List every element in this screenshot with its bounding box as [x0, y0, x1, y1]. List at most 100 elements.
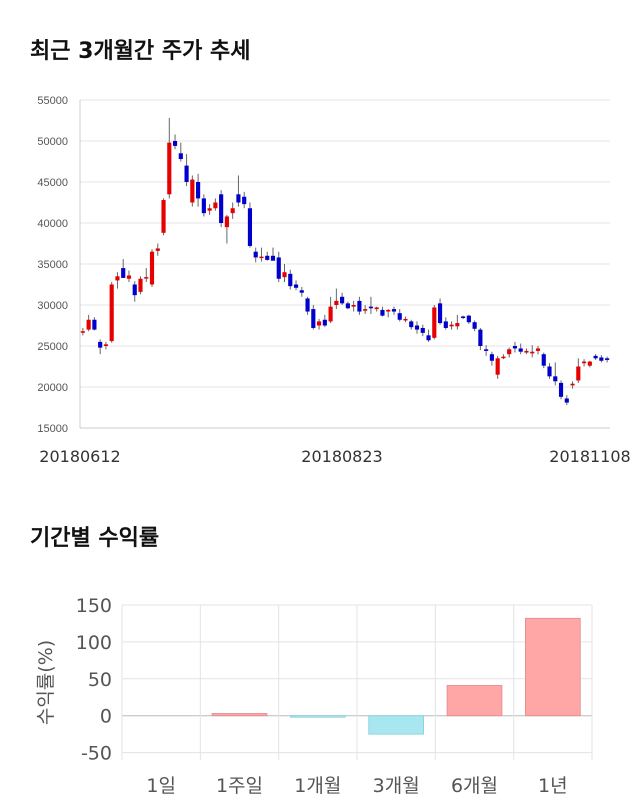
candle-body — [172, 141, 178, 146]
return-bar — [211, 713, 268, 717]
y-tick-label: 20000 — [37, 382, 68, 394]
y-tick-label: 30000 — [37, 300, 68, 312]
candle-body — [582, 361, 587, 364]
candle-body — [414, 325, 420, 330]
candle-body — [149, 251, 155, 285]
candle-body — [322, 319, 327, 326]
candle-body — [190, 179, 195, 203]
return-bar — [290, 715, 346, 718]
candle-body — [420, 327, 425, 333]
return-bar-chart: -50 0 50 100 150 1일 1주일 1개월 3개월 6개월 1년 수익률(%) — [35, 595, 593, 797]
candle-body — [432, 307, 437, 338]
candle-body — [92, 319, 97, 330]
candle-body — [397, 313, 402, 320]
candle-body — [443, 321, 448, 328]
candle-body — [461, 316, 466, 318]
candle-body — [184, 165, 189, 182]
candle-body — [380, 309, 385, 316]
candle-body — [368, 306, 373, 309]
stock-trend-title: 최근 3개월간 주가 추세 — [30, 39, 251, 64]
candle-body — [305, 298, 310, 312]
candle-body — [345, 303, 350, 309]
candle-body — [259, 256, 264, 259]
y-axis-label: 수익률(%) — [35, 640, 57, 725]
candle-body — [524, 350, 529, 353]
candle-body — [599, 357, 604, 361]
y-tick-label: -50 — [81, 743, 112, 765]
candle-body — [86, 319, 91, 330]
x-category-label: 3개월 — [373, 775, 420, 797]
return-bar — [368, 715, 424, 735]
candle-body — [196, 182, 201, 199]
candle-body — [363, 309, 368, 311]
candle-body — [121, 268, 126, 278]
candle-body — [535, 348, 541, 351]
return-bar — [446, 685, 503, 717]
candle-body — [80, 331, 85, 333]
candle-body — [219, 194, 224, 223]
candle-body — [530, 351, 535, 354]
y-tick-label: 40000 — [37, 218, 68, 230]
candle-body — [98, 341, 103, 348]
candle-body — [386, 309, 391, 312]
candle-body — [605, 358, 610, 360]
period-return-title: 기간별 수익률 — [30, 526, 160, 551]
y-tick-label: 100 — [76, 632, 112, 654]
candle-body — [328, 306, 333, 322]
y-tick-label: 50000 — [37, 136, 68, 148]
candle-body — [593, 355, 598, 359]
x-category-label: 1년 — [538, 775, 568, 797]
candle-body — [230, 208, 235, 214]
y-tick-label: 50 — [88, 669, 112, 691]
candle-body — [334, 300, 339, 305]
candle-body — [512, 346, 518, 349]
candle-body — [167, 142, 172, 195]
candle-body — [276, 257, 281, 279]
candle-body — [455, 323, 460, 327]
candle-body — [570, 383, 575, 386]
candle-body — [587, 361, 592, 366]
candle-body — [340, 296, 345, 304]
candle-body — [103, 344, 108, 346]
y-tick-label: 35000 — [37, 259, 68, 271]
candle-body — [507, 349, 512, 355]
candle-body — [466, 315, 471, 323]
candle-body — [311, 309, 316, 328]
candle-body — [161, 200, 166, 233]
candle-body — [265, 255, 270, 260]
candle-body — [409, 321, 414, 328]
candle-body — [132, 284, 137, 296]
y-tick-label: 25000 — [37, 341, 68, 353]
candle-body — [472, 322, 477, 329]
candle-body — [357, 300, 362, 312]
candle-body — [495, 358, 500, 375]
candle-body — [299, 290, 304, 293]
candle-body — [224, 216, 229, 228]
candle-body — [489, 354, 494, 361]
candle-body — [541, 354, 546, 366]
candle-body — [518, 348, 523, 352]
candle-body — [351, 305, 356, 307]
candle-body — [449, 324, 454, 327]
candle-body — [138, 278, 143, 292]
candle-body — [576, 366, 581, 381]
candle-body — [109, 284, 114, 342]
x-category-label: 6개월 — [451, 775, 498, 797]
candle-body — [403, 318, 408, 321]
candle-body — [253, 251, 258, 258]
x-category-label: 1개월 — [294, 775, 341, 797]
candle-body — [553, 376, 558, 382]
candle-body — [484, 349, 489, 351]
candle-body — [178, 153, 183, 160]
candle-body — [213, 202, 218, 209]
y-tick-label: 150 — [76, 595, 112, 617]
candle-body — [391, 309, 397, 312]
candle-body — [478, 329, 483, 346]
x-date-label: 20180823 — [301, 447, 382, 466]
candle-body — [155, 248, 160, 251]
y-tick-label: 55000 — [37, 95, 68, 107]
candle-body — [282, 272, 287, 278]
x-date-label: 20181108 — [549, 447, 630, 466]
candle-body — [126, 275, 132, 279]
candle-body — [270, 255, 276, 261]
